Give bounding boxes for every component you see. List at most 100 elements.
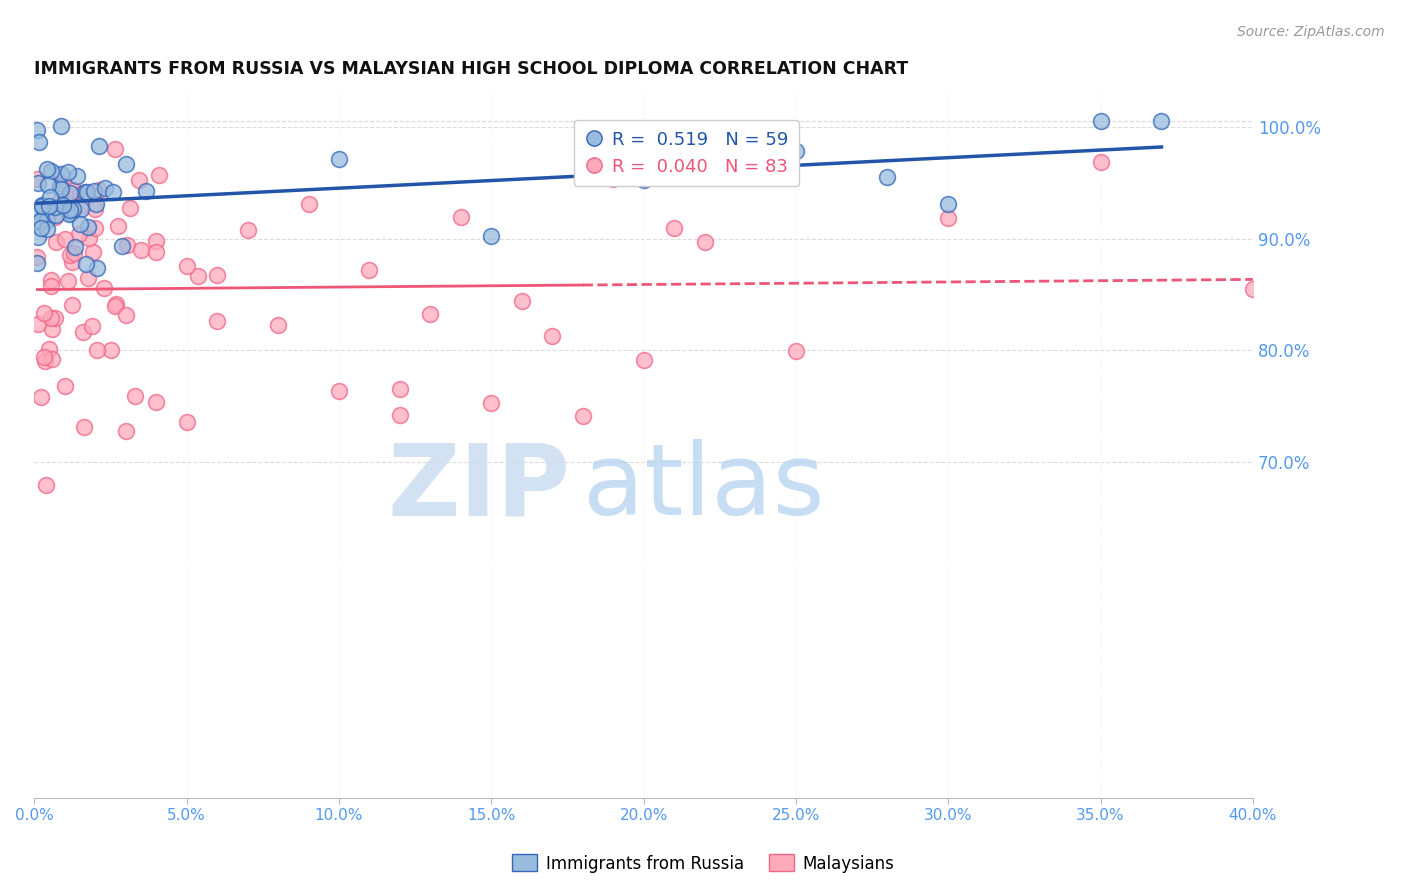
Point [73, 185, 96, 199]
Point [32, 306, 55, 320]
Point [120, 202, 142, 216]
Point [148, 169, 170, 183]
Point [66, 169, 89, 183]
Point [27, 230, 49, 244]
Point [52, 198, 75, 212]
Text: ZIP: ZIP [388, 440, 571, 536]
Point [60, 298, 83, 312]
Point [59, 248, 82, 262]
Point [205, 314, 228, 328]
Point [58, 274, 80, 288]
Point [93, 281, 115, 295]
Point [111, 239, 134, 253]
Point [38, 199, 60, 213]
Point [44, 311, 66, 326]
Point [58, 207, 80, 221]
Point [479, 396, 502, 410]
Point [86, 260, 108, 275]
Point [105, 297, 128, 311]
Point [72, 325, 94, 339]
Point [27, 250, 49, 264]
Point [187, 268, 209, 283]
Point [693, 151, 716, 165]
Point [49, 194, 72, 208]
Point [37, 162, 59, 177]
Point [876, 170, 898, 185]
Point [84, 197, 107, 211]
Point [1150, 114, 1173, 128]
Point [104, 142, 127, 156]
Point [59, 202, 82, 217]
Point [44, 210, 66, 224]
Point [101, 185, 124, 199]
Point [48, 178, 70, 193]
Point [129, 243, 152, 257]
Point [27, 256, 49, 270]
Point [30, 390, 52, 404]
Point [1241, 282, 1264, 296]
Point [30, 221, 52, 235]
Point [58, 186, 80, 200]
Point [62, 246, 84, 260]
Point [37, 222, 59, 236]
Point [84, 202, 107, 216]
Point [115, 238, 138, 252]
Point [38, 342, 60, 356]
Point [28, 136, 51, 150]
Point [936, 211, 959, 225]
Point [77, 219, 100, 234]
Point [419, 307, 441, 321]
Point [114, 308, 136, 322]
Point [37, 178, 59, 192]
Point [70, 202, 93, 216]
Point [52, 198, 75, 212]
Point [145, 234, 167, 248]
Point [936, 197, 959, 211]
Point [49, 182, 72, 196]
Point [27, 122, 49, 136]
Point [176, 415, 198, 429]
Point [69, 186, 91, 201]
Point [87, 182, 110, 196]
Text: Source: ZipAtlas.com: Source: ZipAtlas.com [1237, 25, 1385, 39]
Point [39, 273, 62, 287]
Point [107, 219, 129, 233]
Point [45, 208, 67, 222]
Point [51, 177, 73, 191]
Point [45, 235, 67, 249]
Point [77, 271, 100, 285]
Point [388, 382, 411, 396]
Point [30, 214, 52, 228]
Point [51, 119, 73, 133]
Point [510, 293, 533, 308]
Point [27, 172, 49, 186]
Point [75, 257, 97, 271]
Point [53, 232, 76, 246]
Point [65, 240, 87, 254]
Point [785, 144, 807, 158]
Point [76, 186, 98, 200]
Point [63, 183, 86, 197]
Point [785, 343, 807, 358]
Point [1090, 114, 1112, 128]
Point [28, 214, 51, 228]
Point [145, 395, 167, 409]
Point [31, 198, 53, 212]
Text: atlas: atlas [582, 440, 824, 536]
Point [297, 197, 319, 211]
Point [41, 351, 63, 366]
Point [541, 329, 564, 343]
Point [27, 176, 49, 190]
Point [388, 409, 411, 423]
Point [1090, 155, 1112, 169]
Point [176, 260, 198, 274]
Point [128, 173, 150, 187]
Point [60, 206, 83, 220]
Point [39, 190, 62, 204]
Text: IMMIGRANTS FROM RUSSIA VS MALAYSIAN HIGH SCHOOL DIPLOMA CORRELATION CHART: IMMIGRANTS FROM RUSSIA VS MALAYSIAN HIGH… [34, 60, 908, 78]
Point [27, 317, 49, 331]
Point [39, 279, 62, 293]
Point [479, 229, 502, 244]
Point [39, 311, 62, 326]
Point [94, 181, 117, 195]
